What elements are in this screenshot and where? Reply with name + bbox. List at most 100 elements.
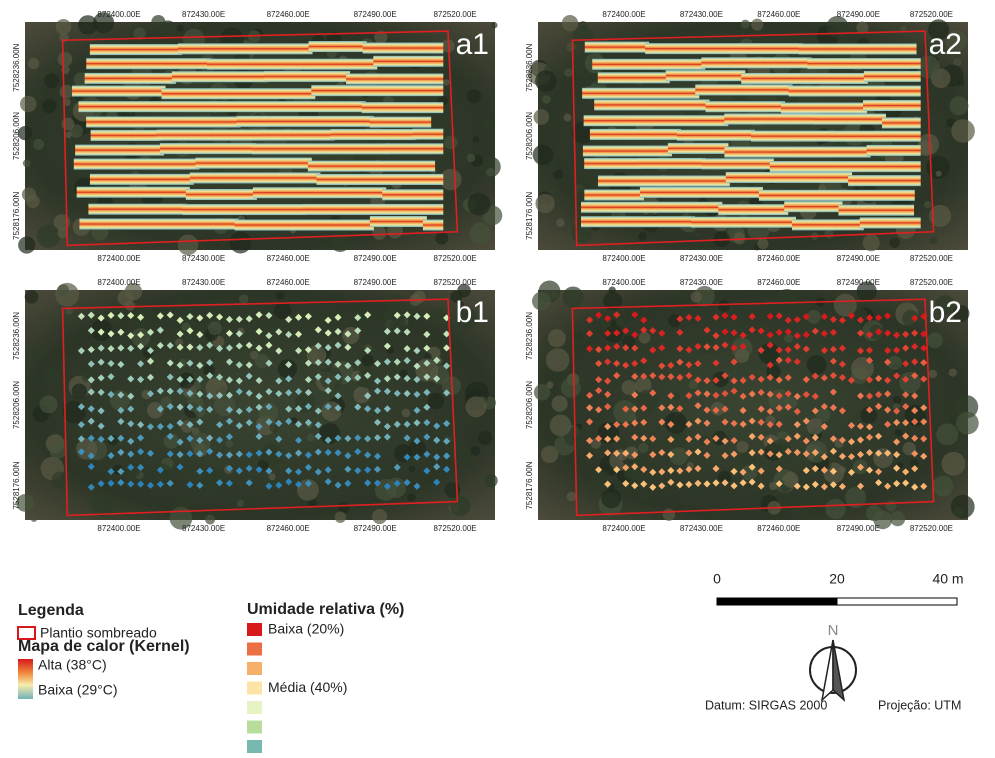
- sample-point: [235, 330, 243, 338]
- heat-stripe: [72, 85, 166, 97]
- sample-point: [694, 448, 702, 456]
- sample-point: [373, 465, 382, 473]
- sample-point: [595, 406, 603, 414]
- sample-point: [206, 434, 214, 442]
- sample-point: [196, 418, 204, 426]
- sample-point: [413, 482, 421, 490]
- sample-point: [314, 407, 322, 415]
- sample-point: [613, 372, 621, 380]
- tree-canopy: [177, 234, 199, 256]
- sample-point: [403, 420, 411, 428]
- tree-canopy: [547, 329, 566, 348]
- sample-point: [694, 402, 702, 410]
- y-coordinate-label: 7528176.00N: [525, 192, 534, 240]
- map-panel: b2 872400.00E 872400.00E 872430.00E 872430.0…: [525, 278, 979, 533]
- tree-canopy: [462, 323, 471, 332]
- sample-point: [87, 483, 95, 491]
- heat-stripe: [252, 143, 390, 155]
- sample-point: [802, 345, 810, 353]
- sample-point: [166, 432, 174, 440]
- heat-stripe: [597, 175, 730, 187]
- heat-stripe: [882, 117, 921, 129]
- sample-point: [324, 448, 332, 456]
- sample-point: [206, 392, 214, 400]
- sample-point: [166, 359, 174, 367]
- sample-point: [865, 449, 874, 457]
- sample-point: [911, 358, 919, 366]
- sample-point: [838, 360, 846, 368]
- sample-point: [186, 312, 194, 321]
- sample-point: [595, 311, 603, 319]
- heat-stripe: [584, 189, 644, 201]
- sample-point: [694, 389, 702, 397]
- tree-canopy: [376, 464, 392, 479]
- tree-canopy: [932, 475, 954, 497]
- x-coordinate-label: 872490.00E: [354, 254, 397, 263]
- sample-point: [811, 327, 819, 335]
- heat-stripe: [213, 101, 366, 113]
- humidity-label: Baixa (20%): [268, 621, 344, 637]
- sample-point: [730, 387, 738, 395]
- x-coordinate-label: 872490.00E: [354, 524, 397, 533]
- plot-boundary: [571, 298, 935, 517]
- sample-point: [622, 449, 630, 457]
- sample-point: [730, 419, 738, 427]
- sample-point: [694, 360, 702, 368]
- tree-canopy: [956, 124, 964, 131]
- sample-point: [117, 312, 125, 320]
- sample-point: [694, 417, 702, 425]
- tree-canopy: [909, 458, 919, 468]
- sample-point: [166, 373, 174, 381]
- sample-point: [137, 342, 145, 350]
- sample-point: [875, 432, 883, 440]
- sample-point: [884, 358, 892, 366]
- sample-point: [658, 482, 666, 490]
- x-coordinate-label: 872460.00E: [267, 278, 310, 287]
- sample-point: [856, 347, 865, 355]
- sample-point: [176, 316, 184, 324]
- sample-point: [186, 359, 194, 367]
- scale-label: 40 m: [932, 571, 963, 587]
- sample-point: [265, 332, 273, 340]
- sample-point: [186, 375, 194, 383]
- tree-canopy: [824, 229, 834, 239]
- tree-canopy: [845, 487, 867, 509]
- sample-point: [295, 405, 303, 413]
- tree-canopy: [826, 15, 849, 38]
- tree-canopy: [254, 353, 270, 369]
- sample-point: [875, 468, 883, 476]
- sample-point: [613, 466, 621, 474]
- heat-stripe: [701, 158, 774, 170]
- sample-point: [667, 478, 675, 486]
- sample-point: [667, 373, 675, 381]
- heat-stripe: [676, 129, 756, 141]
- sample-point: [403, 453, 411, 461]
- tree-canopy: [935, 295, 955, 315]
- tree-canopy: [44, 368, 60, 384]
- sample-point: [146, 328, 155, 336]
- tree-canopy: [319, 423, 341, 445]
- plot-boundary: [571, 30, 935, 247]
- sample-point: [77, 421, 85, 429]
- sample-point: [285, 361, 293, 369]
- tree-canopy: [297, 479, 319, 501]
- sample-point: [748, 312, 756, 321]
- sample-point: [856, 482, 865, 490]
- x-coordinate-label: 872430.00E: [182, 254, 225, 263]
- sample-point: [334, 373, 342, 381]
- sample-point: [354, 448, 362, 456]
- sample-point: [667, 420, 675, 428]
- sample-point: [721, 405, 729, 413]
- sample-point: [285, 405, 293, 413]
- sample-point: [413, 376, 421, 384]
- tree-canopy: [446, 441, 471, 466]
- sample-point: [216, 344, 224, 353]
- sample-point: [413, 437, 421, 445]
- sample-point: [595, 387, 603, 395]
- sample-point: [146, 481, 155, 489]
- heat-stripe: [838, 204, 915, 216]
- sample-point: [766, 361, 774, 369]
- sample-point: [393, 311, 401, 319]
- heat-stripe: [695, 84, 793, 96]
- sample-point: [146, 423, 155, 431]
